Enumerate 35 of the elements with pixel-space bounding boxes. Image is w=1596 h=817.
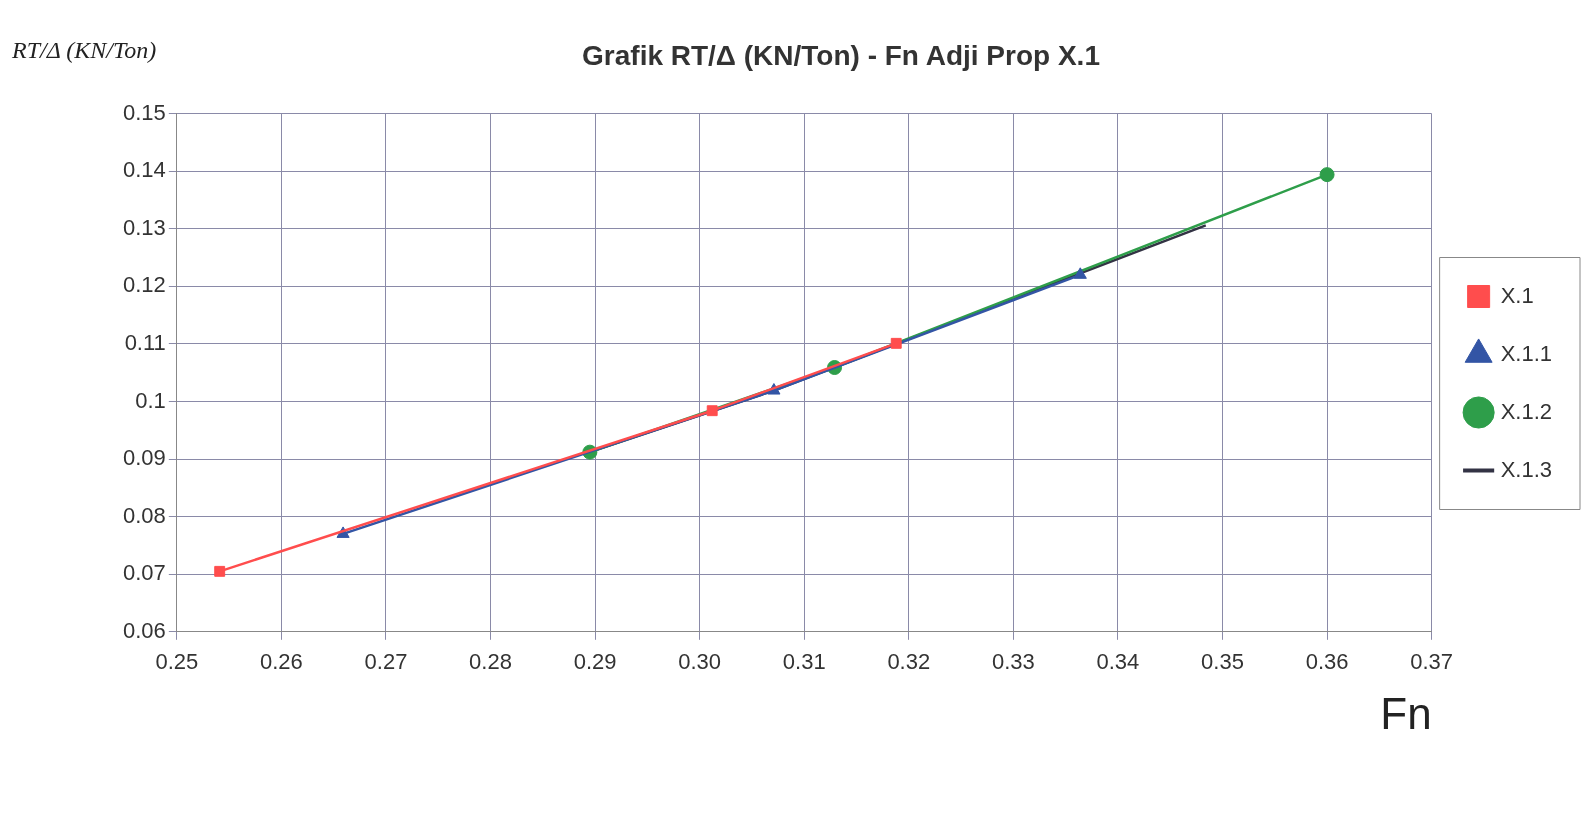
y-tick-label: 0.06 <box>122 617 166 643</box>
y-tick-label: 0.15 <box>122 99 166 125</box>
y-tick-label: 0.13 <box>122 214 166 240</box>
point <box>1319 167 1335 183</box>
y-tick-label: 0.14 <box>122 157 166 183</box>
x-axis-title: Fn <box>1380 688 1432 738</box>
legend-label: X.1 <box>1500 282 1534 308</box>
x-tick-label: 0.35 <box>1201 649 1244 675</box>
y-tick-label: 0.07 <box>122 560 166 586</box>
point <box>706 405 718 417</box>
y-axis-title: RT/Δ (KN/Ton) <box>11 37 157 64</box>
y-tick-label: 0.12 <box>122 272 166 298</box>
x-tick-label: 0.25 <box>155 649 199 675</box>
legend-label: X.1.2 <box>1500 398 1553 424</box>
x-tick-label: 0.37 <box>1410 649 1454 675</box>
chart-title: Grafik RT/Δ (KN/Ton) - Fn Adji Prop X.1 <box>582 39 1100 71</box>
x-tick-label: 0.28 <box>469 649 512 675</box>
point <box>890 337 902 349</box>
x-tick-label: 0.32 <box>887 649 931 675</box>
legend-label: X.1.1 <box>1500 340 1553 366</box>
x-tick-label: 0.34 <box>1096 649 1140 675</box>
x-tick-label: 0.27 <box>364 649 408 675</box>
point <box>1073 267 1087 279</box>
y-tick-label: 0.11 <box>124 329 166 355</box>
x-tick-label: 0.26 <box>259 649 303 675</box>
x-tick-label: 0.30 <box>678 649 722 675</box>
x-tick-label: 0.33 <box>991 649 1035 675</box>
legend-label: X.1.3 <box>1500 456 1553 482</box>
y-tick-label: 0.09 <box>122 445 166 471</box>
point <box>214 565 226 577</box>
x-tick-label: 0.29 <box>573 649 617 675</box>
y-tick-label: 0.08 <box>122 502 166 528</box>
x-tick-label: 0.36 <box>1305 649 1349 675</box>
x-tick-label: 0.31 <box>782 649 826 675</box>
y-tick-label: 0.1 <box>135 387 166 413</box>
